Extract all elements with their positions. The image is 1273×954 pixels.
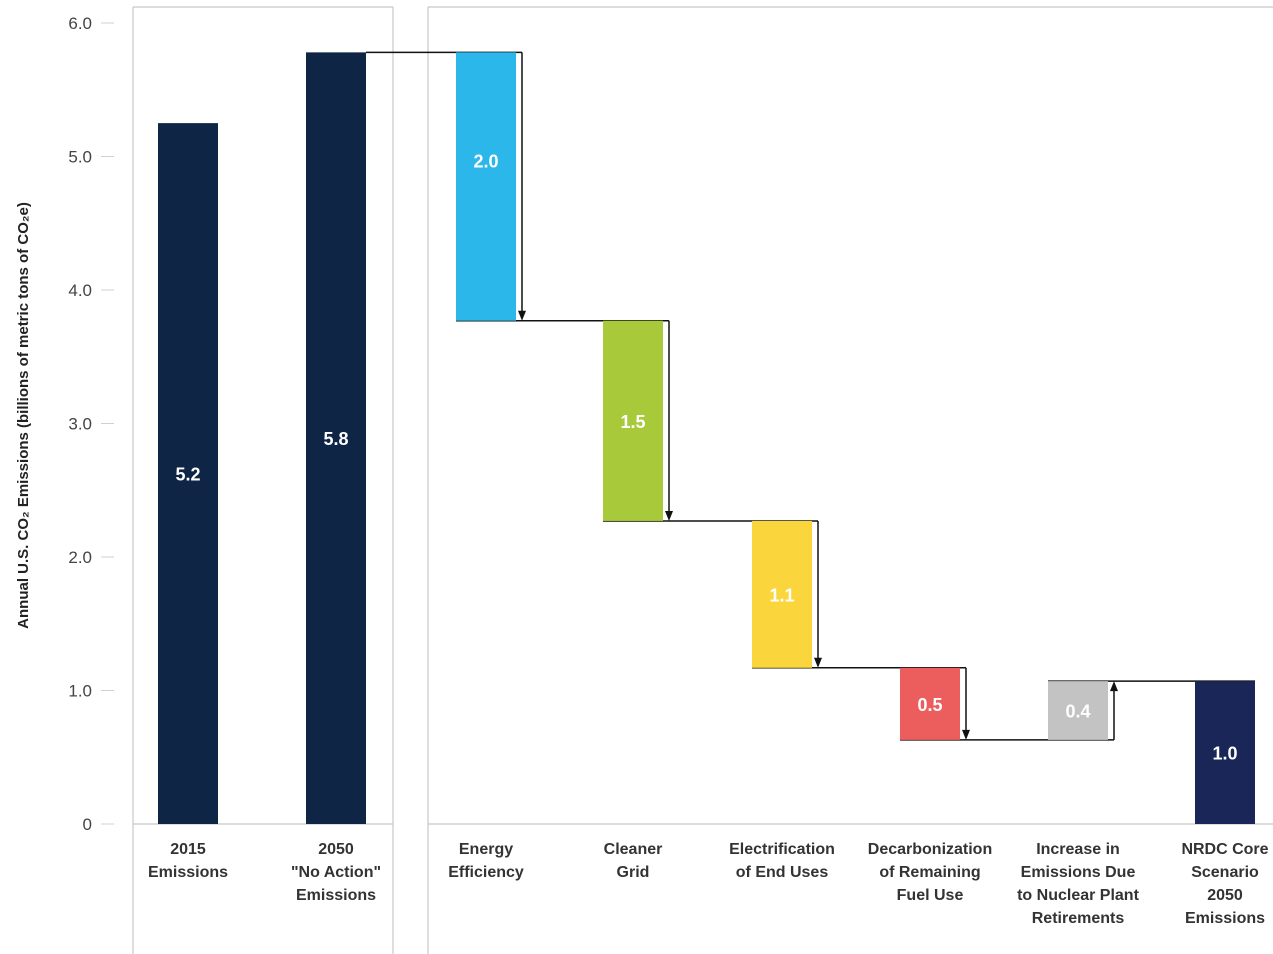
bar: [603, 320, 663, 521]
bar: [158, 123, 218, 824]
y-tick-label: 3.0: [68, 415, 92, 434]
arrow-head: [665, 510, 673, 521]
arrow-head: [518, 310, 526, 321]
bar-value-label: 1.5: [620, 412, 645, 432]
category-label: NRDC Core: [1181, 841, 1268, 858]
chart-frame: [132, 6, 1273, 954]
bar: [1048, 681, 1108, 740]
category-label: 2050: [318, 841, 354, 858]
bar-value-label: 1.0: [1212, 744, 1237, 764]
category-label: Emissions: [148, 864, 228, 881]
category-label: of Remaining: [879, 864, 980, 881]
bar-value-label: 2.0: [473, 152, 498, 172]
bar: [900, 667, 960, 740]
category-label: Efficiency: [448, 864, 524, 881]
category-label: Grid: [617, 864, 650, 881]
category-label: 2050: [1207, 887, 1243, 904]
y-tick-label: 2.0: [68, 548, 92, 567]
bar: [456, 52, 516, 321]
category-labels: 2015 Emissions 2050 "No Action" Emissions Ene…: [148, 841, 1269, 927]
category-label: Electrification: [729, 841, 835, 858]
bar: [1195, 681, 1255, 824]
category-label: Scenario: [1191, 864, 1259, 881]
bar-value-label: 0.5: [917, 695, 942, 715]
category-label: Increase in: [1036, 841, 1120, 858]
bar-value-label: 5.8: [323, 429, 348, 449]
y-tick-label: 1.0: [68, 682, 92, 701]
bars: [158, 52, 1255, 825]
arrow-head: [962, 729, 970, 740]
bar: [752, 520, 812, 668]
category-label: "No Action": [291, 864, 381, 881]
arrow-head: [1110, 681, 1118, 692]
value-labels: 5.2 5.8 2.0 1.5 1.1 0.5 0.4 1.0: [175, 152, 1237, 764]
y-tick-label: 5.0: [68, 148, 92, 167]
y-axis: 0 1.0 2.0 3.0 4.0 5.0 6.0: [68, 14, 114, 834]
category-label: 2015: [170, 841, 206, 858]
category-label: Emissions Due: [1021, 864, 1136, 881]
category-label: of End Uses: [736, 864, 829, 881]
category-label: Fuel Use: [897, 887, 964, 904]
y-tick-label: 4.0: [68, 281, 92, 300]
bar-value-label: 1.1: [769, 585, 794, 605]
category-label: Energy: [459, 841, 513, 858]
category-label: to Nuclear Plant: [1017, 887, 1139, 904]
bar-value-label: 5.2: [175, 465, 200, 485]
y-tick-label: 6.0: [68, 14, 92, 33]
category-label: Emissions: [1185, 910, 1265, 927]
bar-value-label: 0.4: [1065, 702, 1090, 722]
category-label: Decarbonization: [868, 841, 992, 858]
bar: [306, 52, 366, 825]
category-label: Retirements: [1032, 910, 1125, 927]
y-tick-label: 0: [83, 815, 92, 834]
category-label: Emissions: [296, 887, 376, 904]
arrow-head: [814, 657, 822, 668]
y-axis-label: Annual U.S. CO₂ Emissions (billions of m…: [15, 202, 32, 629]
category-label: Cleaner: [604, 841, 663, 858]
